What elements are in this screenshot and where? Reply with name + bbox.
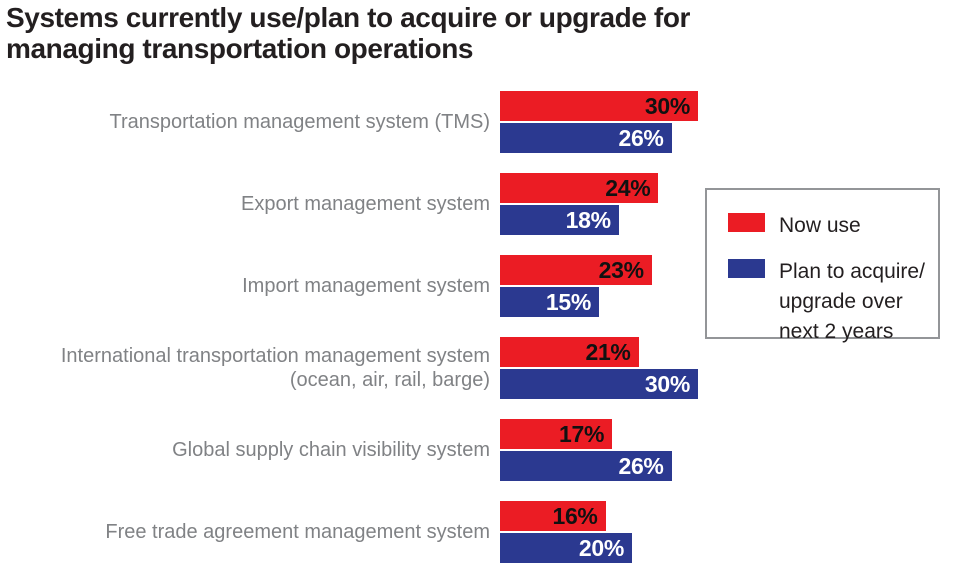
bar-value-label: 20%: [578, 534, 624, 561]
bar-now-use: 17%: [500, 419, 613, 449]
chart-title: Systems currently use/plan to acquire or…: [6, 2, 690, 64]
category-label: Export management system: [0, 173, 490, 235]
legend-swatch-plan: [728, 259, 765, 278]
bar-plan-acquire: 20%: [500, 533, 632, 563]
category-label: International transportation management …: [0, 337, 490, 399]
legend-label: Plan to acquire/upgrade over next 2 years: [779, 257, 925, 347]
bar-value-label: 16%: [552, 502, 598, 529]
category-label-line: Import management system: [242, 275, 490, 297]
legend-item: Plan to acquire/upgrade over next 2 years: [728, 257, 938, 347]
bar-value-label: 17%: [559, 420, 605, 447]
category-label-line: Transportation management system (TMS): [109, 111, 491, 133]
bar-now-use: 23%: [500, 255, 652, 285]
chart-title-line: Systems currently use/plan to acquire or…: [6, 2, 691, 33]
bar-group: 21% 30%: [500, 337, 698, 399]
bar-value-label: 24%: [605, 174, 651, 201]
bar-group: 17% 26%: [500, 419, 672, 481]
bar-plan-acquire: 30%: [500, 369, 698, 399]
chart-row: Export management system 24% 18%: [0, 173, 960, 235]
chart-row: Transportation management system (TMS) 30…: [0, 91, 960, 153]
bar-value-label: 23%: [598, 256, 644, 283]
category-label: Global supply chain visibility system: [0, 419, 490, 481]
bar-plan-acquire: 18%: [500, 205, 619, 235]
legend-item: Now use: [728, 211, 938, 241]
category-label-line: (ocean, air, rail, barge): [289, 369, 490, 391]
category-label-line: International transportation management …: [60, 345, 490, 367]
category-label-line: Global supply chain visibility system: [172, 439, 490, 461]
category-label: Transportation management system (TMS): [0, 91, 491, 153]
bar-now-use: 16%: [500, 501, 606, 531]
bar-group: 16% 20%: [500, 501, 632, 563]
bar-value-label: 21%: [585, 338, 631, 365]
bar-group: 23% 15%: [500, 255, 652, 317]
category-label: Import management system: [0, 255, 490, 317]
category-label-line: Export management system: [241, 193, 490, 215]
chart-row: International transportation management …: [0, 337, 960, 399]
bar-now-use: 30%: [500, 91, 698, 121]
bar-value-label: 30%: [644, 92, 690, 119]
chart-row: Free trade agreement management system 16…: [0, 501, 960, 563]
category-label: Free trade agreement management system: [0, 501, 490, 563]
bar-now-use: 21%: [500, 337, 639, 367]
bar-chart: Transportation management system (TMS) 30…: [0, 91, 960, 575]
legend-label: Now use: [779, 211, 861, 241]
bar-group: 24% 18%: [500, 173, 659, 235]
legend-swatch-now-use: [728, 213, 765, 232]
bar-value-label: 26%: [618, 124, 664, 151]
legend-label-line: Plan to acquire/: [779, 260, 925, 283]
bar-plan-acquire: 26%: [500, 451, 672, 481]
bar-value-label: 15%: [545, 288, 591, 315]
bar-group: 30% 26%: [500, 91, 698, 153]
category-label-line: Free trade agreement management system: [105, 521, 490, 543]
bar-value-label: 18%: [565, 206, 611, 233]
legend-box: Now use Plan to acquire/upgrade over next …: [705, 188, 940, 343]
legend-label-line: next 2 years: [779, 320, 894, 343]
bar-plan-acquire: 15%: [500, 287, 599, 317]
bar-plan-acquire: 26%: [500, 123, 672, 153]
bar-value-label: 26%: [618, 452, 664, 479]
chart-row: Global supply chain visibility system 17%…: [0, 419, 960, 481]
legend-label-line: upgrade over: [779, 290, 903, 313]
legend-label-line: Now use: [779, 214, 861, 237]
chart-row: Import management system 23% 15%: [0, 255, 960, 317]
chart-title-line: managing transportation operations: [6, 33, 474, 64]
bar-value-label: 30%: [644, 370, 690, 397]
bar-now-use: 24%: [500, 173, 659, 203]
